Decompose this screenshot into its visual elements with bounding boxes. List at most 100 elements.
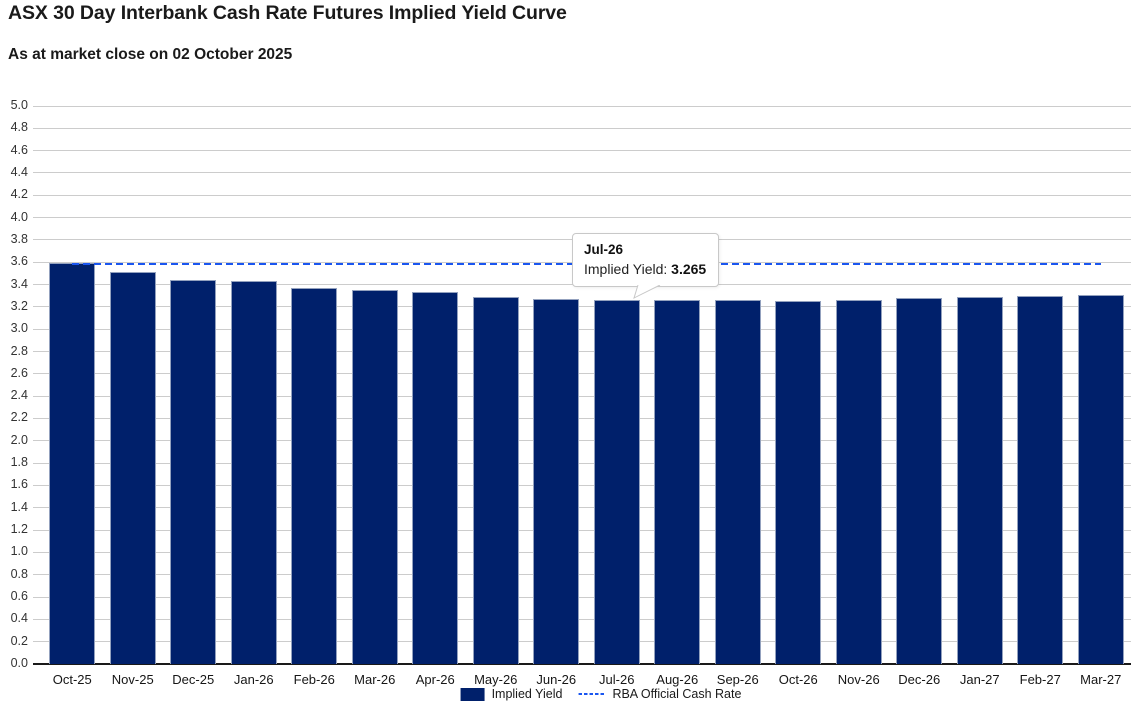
y-tick-label: 1.0 <box>10 544 28 559</box>
tooltip-value: 3.265 <box>671 261 707 277</box>
y-tick-label: 1.4 <box>10 499 28 514</box>
x-tick-label: Dec-26 <box>898 672 941 687</box>
y-tick-label: 5.0 <box>10 98 28 112</box>
tooltip-pointer-icon <box>633 285 661 299</box>
x-tick-label: Nov-26 <box>837 672 880 687</box>
x-tick-label: Oct-26 <box>778 672 818 687</box>
y-tick-label: 0.6 <box>10 589 28 604</box>
y-tick-label: 2.6 <box>10 365 28 380</box>
tooltip-value-line: Implied Yield: 3.265 <box>584 261 706 277</box>
x-tick-label: Oct-25 <box>52 672 92 687</box>
bar-mar-26[interactable] <box>351 290 398 664</box>
y-tick-label: 2.0 <box>10 432 28 447</box>
x-tick-label: Aug-26 <box>656 672 699 687</box>
bar-jan-27[interactable] <box>956 297 1003 664</box>
x-tick-label: Feb-27 <box>1019 672 1061 687</box>
tooltip: Jul-26 Implied Yield: 3.265 <box>572 233 720 299</box>
bar-feb-27[interactable] <box>1017 295 1064 664</box>
y-tick-label: 4.8 <box>10 120 28 135</box>
y-tick-label: 1.8 <box>10 455 28 470</box>
x-tick-label: Feb-26 <box>293 672 335 687</box>
gridline <box>33 172 1131 174</box>
gridline <box>33 618 1131 620</box>
y-tick-label: 3.6 <box>10 254 28 269</box>
bar-dec-25[interactable] <box>170 279 217 664</box>
y-tick-label: 3.8 <box>10 231 28 246</box>
gridline <box>33 417 1131 419</box>
legend-item-rba-cash-rate[interactable]: RBA Official Cash Rate <box>578 687 741 701</box>
x-tick-label: Apr-26 <box>415 672 455 687</box>
gridline <box>33 351 1131 353</box>
y-tick-label: 0.4 <box>10 611 28 626</box>
bar-nov-25[interactable] <box>109 272 156 664</box>
bar-oct-25[interactable] <box>49 262 96 664</box>
y-tick-label: 4.2 <box>10 187 28 202</box>
y-tick-label: 4.6 <box>10 142 28 157</box>
bar-dec-26[interactable] <box>896 297 943 664</box>
bar-mar-27[interactable] <box>1077 294 1124 664</box>
gridline <box>33 596 1131 598</box>
y-tick-label: 0.0 <box>10 656 28 670</box>
bar-sep-26[interactable] <box>714 300 761 664</box>
gridline <box>33 551 1131 553</box>
y-tick-label: 2.8 <box>10 343 28 358</box>
gridline <box>33 574 1131 576</box>
gridline <box>33 507 1131 509</box>
chart-subtitle: As at market close on 02 October 2025 <box>8 46 293 63</box>
bar-jun-26[interactable] <box>533 299 580 664</box>
gridline <box>33 150 1131 152</box>
legend-label-implied-yield: Implied Yield <box>491 687 563 701</box>
x-tick-label: Jan-26 <box>233 672 274 687</box>
implied-yield-swatch-icon <box>460 687 485 701</box>
x-tick-label: Jul-26 <box>599 672 635 687</box>
y-tick-label: 2.2 <box>10 410 28 425</box>
bar-feb-26[interactable] <box>291 288 338 664</box>
legend: Implied Yield RBA Official Cash Rate <box>460 687 741 701</box>
bar-jul-26[interactable] <box>593 299 640 664</box>
gridline <box>33 462 1131 464</box>
x-tick-label: Jun-26 <box>536 672 577 687</box>
tooltip-series-label: Implied Yield: <box>584 261 672 277</box>
x-tick-label: Jan-27 <box>959 672 1000 687</box>
gridline <box>33 529 1131 531</box>
gridline <box>33 373 1131 375</box>
x-axis-line <box>33 663 1131 665</box>
legend-label-rba-cash-rate: RBA Official Cash Rate <box>612 687 742 701</box>
x-tick-label: May-26 <box>474 672 518 687</box>
x-tick-label: Dec-25 <box>172 672 215 687</box>
gridline <box>33 484 1131 486</box>
bar-jan-26[interactable] <box>230 280 277 664</box>
gridline <box>33 194 1131 196</box>
tooltip-category: Jul-26 <box>584 242 624 257</box>
bar-apr-26[interactable] <box>412 292 459 664</box>
y-tick-label: 4.0 <box>10 209 28 224</box>
gridline <box>33 440 1131 442</box>
y-tick-label: 2.4 <box>10 388 28 403</box>
bar-aug-26[interactable] <box>654 300 701 664</box>
x-tick-label: Mar-26 <box>354 672 396 687</box>
x-tick-label: Mar-27 <box>1080 672 1122 687</box>
rba-dashed-line-icon <box>578 693 606 695</box>
y-tick-label: 3.2 <box>10 298 28 313</box>
y-tick-label: 3.0 <box>10 321 28 336</box>
bar-oct-26[interactable] <box>775 300 822 664</box>
y-tick-label: 1.2 <box>10 522 28 537</box>
y-tick-label: 0.8 <box>10 566 28 581</box>
x-tick-label: Nov-25 <box>111 672 154 687</box>
x-tick-label: Sep-26 <box>716 672 759 687</box>
gridline <box>33 217 1131 219</box>
bar-may-26[interactable] <box>472 297 519 664</box>
gridline <box>33 328 1131 330</box>
gridline <box>33 105 1131 107</box>
gridline <box>33 127 1131 129</box>
gridline <box>33 306 1131 308</box>
y-tick-label: 3.4 <box>10 276 28 291</box>
legend-item-implied-yield[interactable]: Implied Yield <box>460 687 563 701</box>
y-tick-label: 0.2 <box>10 633 28 648</box>
chart-title: ASX 30 Day Interbank Cash Rate Futures I… <box>8 2 567 24</box>
y-tick-label: 1.6 <box>10 477 28 492</box>
bar-nov-26[interactable] <box>835 299 882 664</box>
y-tick-label: 4.4 <box>10 164 28 179</box>
